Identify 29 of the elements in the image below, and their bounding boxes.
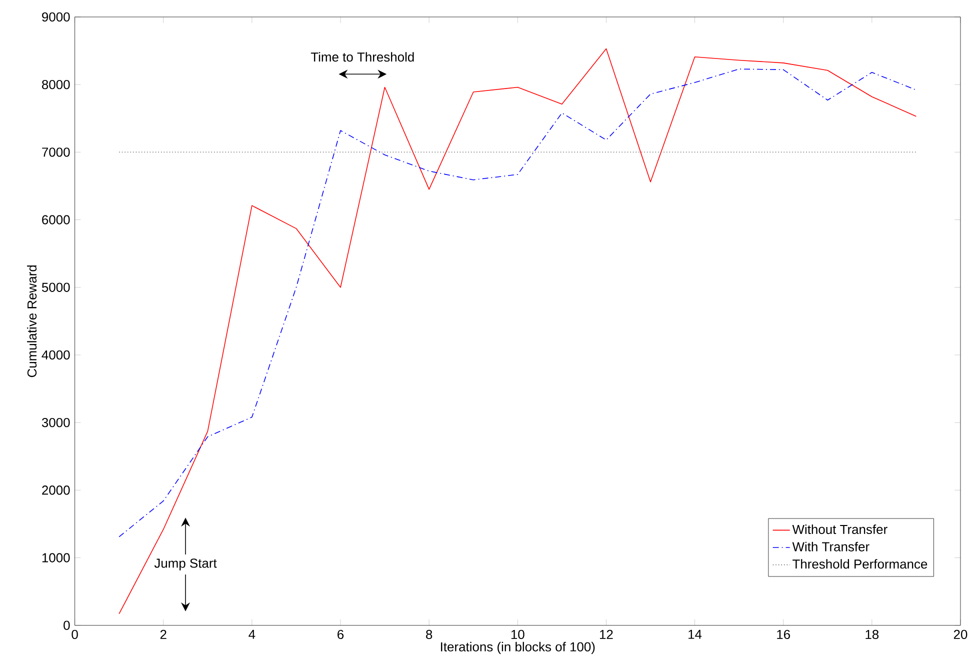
line-series bbox=[118, 68, 917, 538]
x-axis-title: Iterations (in blocks of 100) bbox=[441, 642, 595, 654]
x-tick-label: 18 bbox=[866, 630, 879, 639]
y-tick-label: 7000 bbox=[42, 147, 70, 157]
legend-label: With Transfer bbox=[792, 542, 870, 552]
x-tick-label: 0 bbox=[72, 630, 78, 639]
y-tick-label: 1000 bbox=[42, 553, 70, 562]
x-tick-label: 14 bbox=[688, 630, 702, 639]
y-tick-label: 0 bbox=[64, 620, 70, 630]
legend-label: Without Transfer bbox=[792, 524, 888, 534]
x-tick-label: 2 bbox=[160, 630, 166, 639]
legend-label: Threshold Performance bbox=[792, 559, 928, 569]
y-tick-label: 2000 bbox=[42, 485, 70, 495]
y-tick-label: 3000 bbox=[42, 418, 70, 428]
y-tick-label: 6000 bbox=[42, 215, 70, 224]
annotation: Time to Threshold bbox=[310, 52, 414, 62]
x-tick-label: 10 bbox=[511, 630, 524, 639]
y-tick-label: 5000 bbox=[42, 282, 70, 292]
annotation: Jump Start bbox=[154, 558, 217, 570]
y-tick-label: 9000 bbox=[42, 12, 70, 22]
x-tick-label: 20 bbox=[954, 630, 968, 639]
x-tick-label: 4 bbox=[248, 630, 256, 639]
y-tick-label: 4000 bbox=[42, 350, 70, 360]
y-axis-title: Cumulative Reward bbox=[27, 265, 37, 377]
x-tick-label: 16 bbox=[777, 630, 790, 639]
x-tick-label: 8 bbox=[426, 630, 432, 639]
x-tick-label: 6 bbox=[338, 630, 344, 639]
x-tick-label: 12 bbox=[600, 630, 613, 639]
y-tick-label: 8000 bbox=[42, 80, 70, 90]
